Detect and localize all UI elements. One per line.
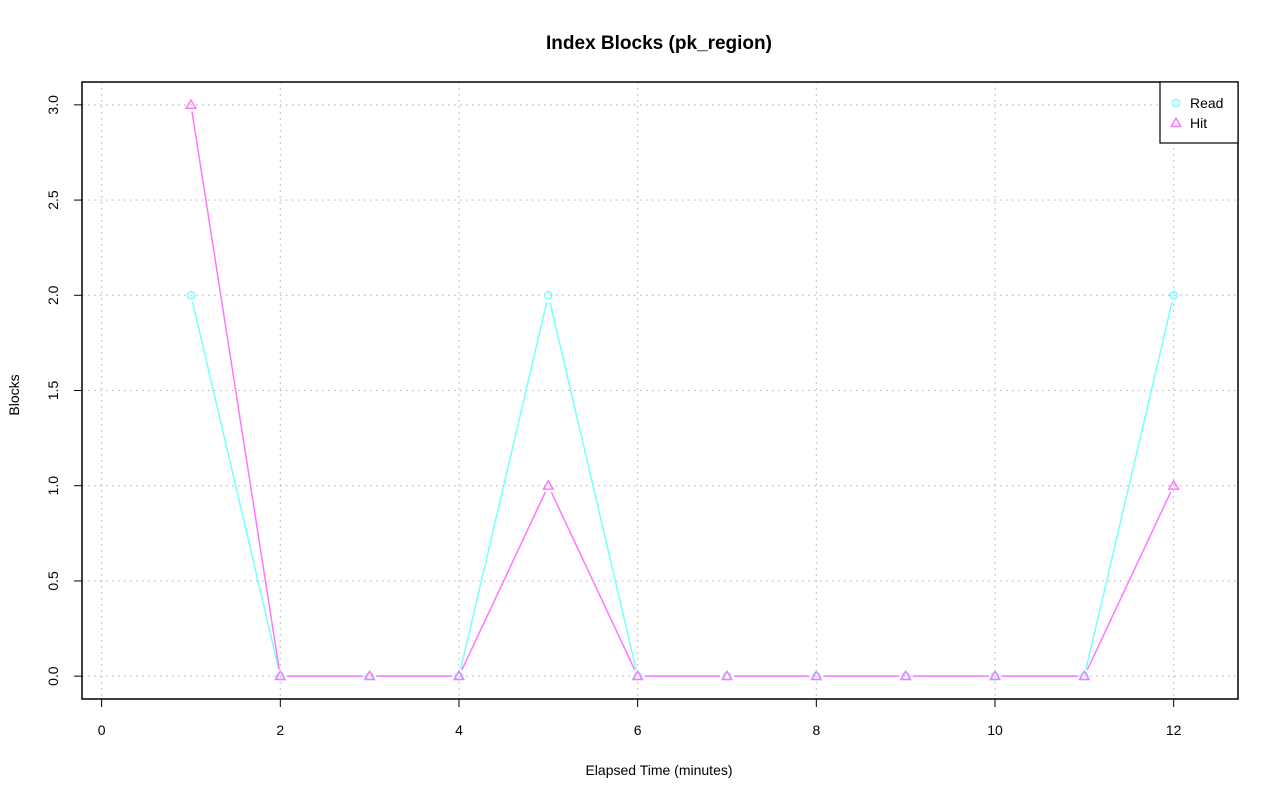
series-hit-point — [810, 669, 823, 681]
y-axis: 0.0 0.5 1.0 1.5 2.0 2.5 3.0 — [45, 95, 83, 686]
series-hit-point — [452, 669, 466, 681]
series-hit-point — [899, 669, 912, 681]
series-read-point — [543, 290, 553, 300]
series-hit-point — [363, 669, 376, 681]
legend: Read Hit — [1159, 81, 1239, 144]
series-hit-point — [274, 669, 287, 681]
y-tick-label: 2.0 — [45, 285, 61, 305]
x-tick-label: 12 — [1166, 722, 1182, 738]
series-hit-point — [1167, 479, 1180, 490]
x-axis: 0 2 4 6 8 10 12 — [98, 698, 1182, 738]
plot-frame — [81, 81, 1239, 700]
y-tick-label: 1.5 — [45, 381, 61, 401]
legend-marker-read — [1171, 98, 1181, 108]
series-read-segment — [191, 301, 280, 670]
series-hit-point — [1078, 669, 1091, 681]
legend-marker-hit — [1169, 116, 1183, 128]
y-tick-label: 3.0 — [45, 95, 61, 115]
series-read-point — [186, 290, 196, 300]
legend-label-read: Read — [1190, 95, 1223, 111]
y-tick-label: 0.5 — [45, 571, 61, 591]
series-hit-point — [542, 479, 555, 490]
x-tick-label: 2 — [276, 722, 284, 738]
series-hit-point — [720, 669, 734, 681]
y-tick-label: 0.0 — [45, 666, 61, 686]
series-hit-segment — [1086, 491, 1172, 671]
series-hit-segment — [461, 491, 547, 671]
y-tick-label: 2.5 — [45, 190, 61, 210]
legend-box — [1159, 81, 1239, 144]
series-hit-segment — [550, 491, 636, 671]
series-hit-point — [184, 98, 198, 109]
series-read-segment — [549, 301, 637, 670]
x-tick-label: 0 — [98, 722, 106, 738]
series-read-segment — [1085, 301, 1173, 670]
x-axis-label: Elapsed Time (minutes) — [585, 762, 732, 778]
series-hit-point — [631, 669, 644, 681]
x-tick-label: 6 — [634, 722, 642, 738]
chart-title: Index Blocks (pk_region) — [546, 33, 772, 54]
grid — [82, 82, 1238, 699]
x-tick-label: 10 — [987, 722, 1003, 738]
series-read-point — [1169, 290, 1179, 300]
series-hit — [184, 98, 1180, 681]
x-tick-label: 4 — [455, 722, 463, 738]
series-hit-point — [988, 669, 1002, 681]
series-hit-segment — [191, 111, 280, 670]
y-axis-label: Blocks — [6, 374, 22, 415]
series-read-segment — [459, 301, 548, 670]
y-tick-label: 1.0 — [45, 476, 61, 496]
legend-label-hit: Hit — [1190, 115, 1207, 131]
series-layer — [184, 98, 1180, 681]
x-tick-label: 8 — [812, 722, 820, 738]
